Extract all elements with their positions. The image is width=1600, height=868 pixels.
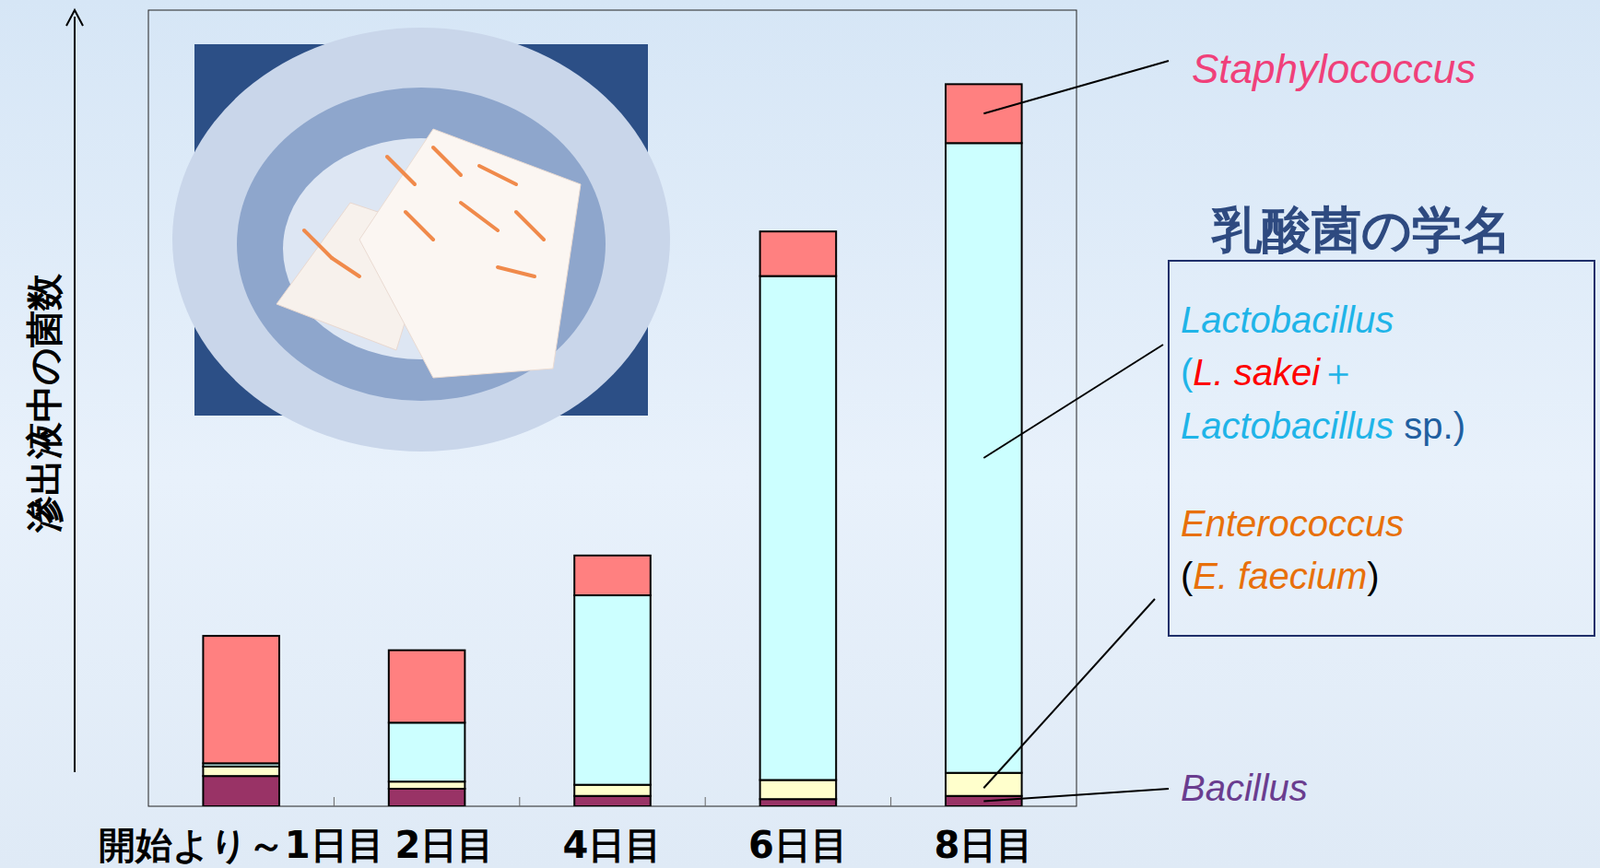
x-tick-label: 4日目 <box>563 823 663 867</box>
legend-box <box>1168 260 1595 636</box>
x-tick-label: 2日目 <box>395 823 495 867</box>
legend-label: Lactobacillus <box>1180 299 1394 341</box>
leader-line <box>983 344 1164 459</box>
category-separator <box>518 797 520 807</box>
bar-segment <box>945 142 1023 773</box>
legend-label: Bacillus <box>1180 767 1308 809</box>
photo-detail <box>516 211 544 240</box>
legend-note-run: sp.) <box>1393 405 1466 447</box>
category-separator <box>890 797 892 807</box>
legend-note-run: ( <box>1180 555 1194 597</box>
photo-plate-inner <box>236 87 606 401</box>
legend-note: Lactobacillus sp.) <box>1180 405 1466 447</box>
bar-segment <box>574 555 651 596</box>
bar-segment <box>945 83 1023 143</box>
bar-segment <box>202 766 280 777</box>
photo-plate <box>172 27 671 452</box>
photo-detail <box>497 267 535 277</box>
legend-note-run: ＋ <box>1319 352 1357 393</box>
x-tick-label: 8日目 <box>933 823 1034 867</box>
legend-note-run: ) <box>1366 555 1379 597</box>
bar-segment <box>760 231 837 276</box>
leader-line <box>983 788 1169 801</box>
chart: 滲出液中の菌数開始より～1日目2日目 4日目 6日目 8日目 Bacillus Enter… <box>0 0 1600 868</box>
photo-detail <box>405 211 434 240</box>
photo-detail <box>479 165 517 185</box>
photo <box>172 27 671 452</box>
legend-note: (L. sakei＋ <box>1180 352 1357 393</box>
y-axis-arrow <box>73 16 76 773</box>
leader-line <box>983 60 1169 114</box>
legend-label: Enterococcus <box>1180 503 1404 544</box>
bar-segment <box>202 776 280 807</box>
bar-segment <box>574 796 651 807</box>
bar-segment <box>388 650 466 724</box>
bar-segment <box>388 788 466 807</box>
plot-frame <box>148 10 1077 807</box>
y-axis-title: 滲出液中の菌数 <box>23 272 66 534</box>
photo-detail <box>387 156 415 185</box>
leader-line <box>983 599 1155 789</box>
legend-heading: 乳酸菌の学名 <box>1210 200 1512 259</box>
category-separator <box>705 797 706 807</box>
bar-segment <box>945 773 1023 797</box>
x-tick-label: 6日目 <box>748 823 848 867</box>
photo-detail <box>304 230 332 259</box>
photo-food <box>359 129 581 378</box>
x-tick-label: 開始より～1日目 <box>98 823 385 867</box>
legend-label: Staphylococcus <box>1191 46 1476 92</box>
bar-segment <box>388 722 466 782</box>
y-axis-arrowhead <box>66 10 83 26</box>
photo-detail <box>433 147 461 176</box>
photo-detail <box>331 258 360 277</box>
category-separator <box>333 797 335 807</box>
bar-segment <box>574 595 651 786</box>
legend-note-run: ( <box>1180 352 1194 393</box>
bars <box>202 83 1022 807</box>
bar-segment <box>574 785 651 797</box>
bar-segment <box>388 781 466 789</box>
bar-segment <box>945 796 1023 807</box>
bar-segment <box>760 779 837 800</box>
bar-segment <box>760 799 837 807</box>
legend-note-run: E. faecium <box>1192 555 1367 597</box>
bar-segment <box>202 635 280 764</box>
bar-segment <box>760 276 837 781</box>
photo-detail <box>460 202 498 231</box>
legend-note-run: L. sakei <box>1192 352 1321 393</box>
legend-note-run: Lactobacillus <box>1180 405 1394 447</box>
legend-note: (E. faecium) <box>1180 555 1380 597</box>
